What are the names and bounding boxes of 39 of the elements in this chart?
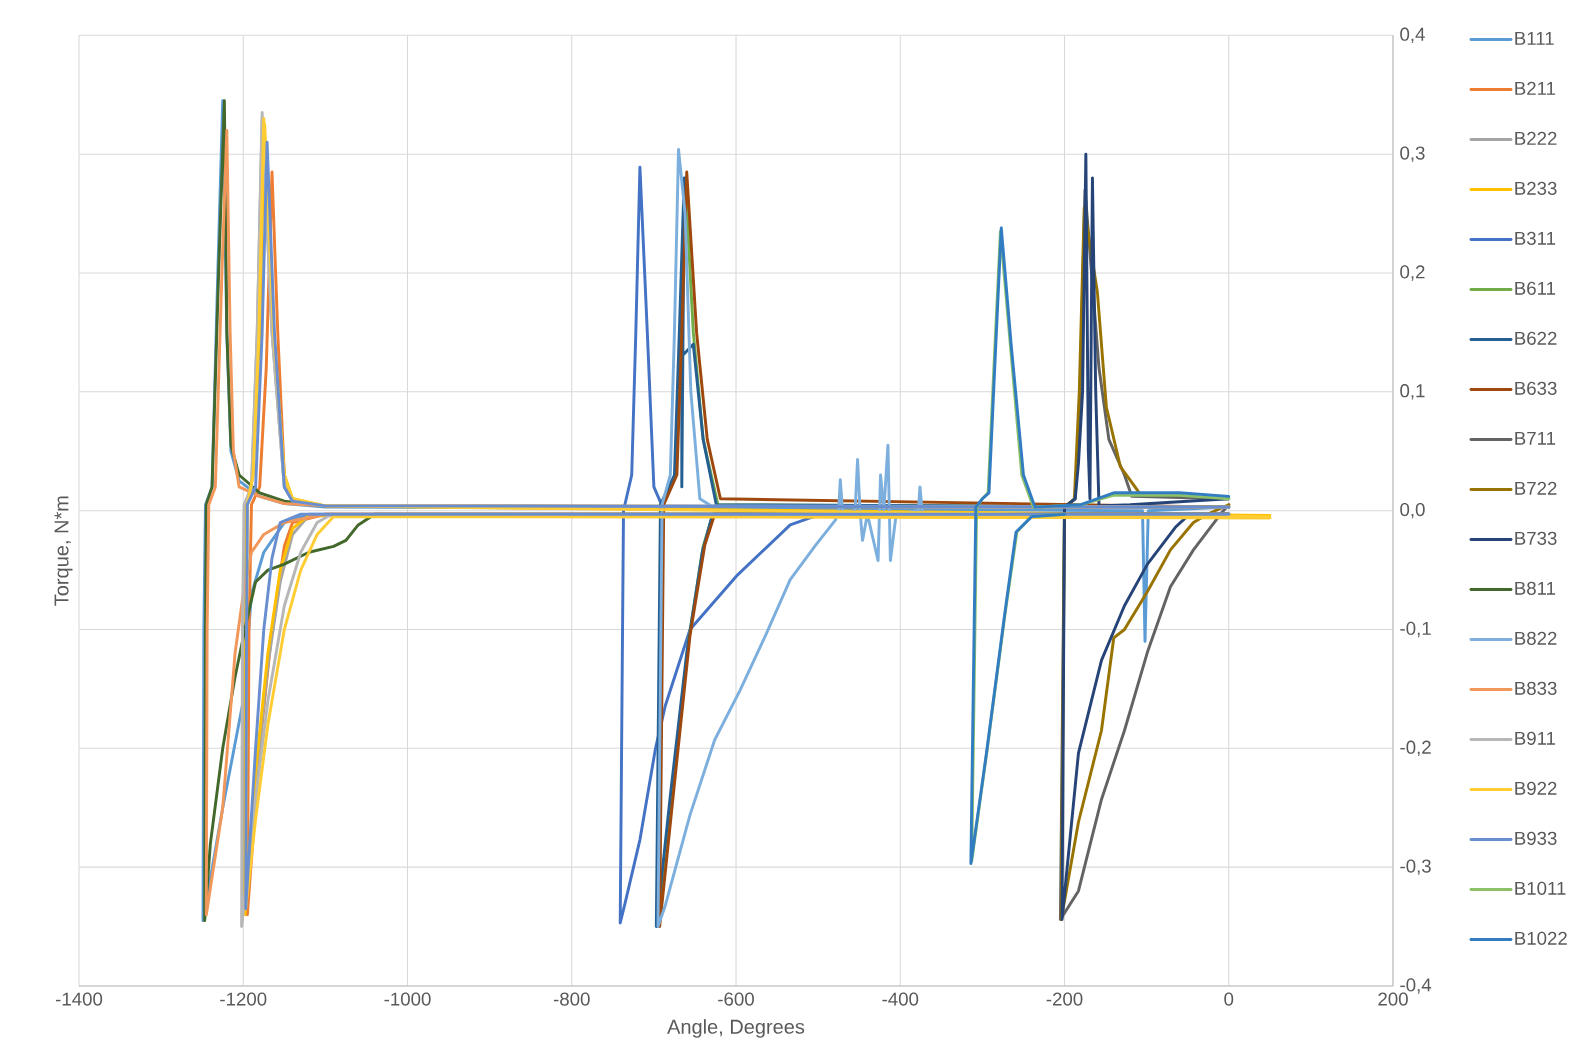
y-tick-label: 0,3 (1400, 146, 1425, 162)
legend-label: B822 (1515, 631, 1557, 645)
x-tick-label: 0 (1224, 992, 1234, 1006)
y-tick-label: -0,2 (1400, 740, 1431, 757)
legend-label: B811 (1515, 581, 1556, 595)
legend-label: B733 (1515, 531, 1557, 545)
y-tick-label: 0,1 (1400, 384, 1425, 400)
x-axis-title: Angle, Degrees (667, 1019, 805, 1038)
legend-label: B222 (1515, 131, 1557, 145)
legend-label: B722 (1515, 481, 1557, 495)
legend-label: B1011 (1515, 881, 1566, 895)
y-tick-label: 0,2 (1400, 265, 1425, 281)
legend-label: B833 (1515, 681, 1557, 695)
legend-label: B633 (1515, 381, 1557, 395)
legend-label: B622 (1515, 331, 1557, 345)
legend-label: B922 (1515, 781, 1557, 795)
x-tick-label: -400 (882, 992, 919, 1006)
x-tick-label: 200 (1378, 992, 1408, 1006)
legend-label: B111 (1515, 31, 1554, 45)
legend-label: B1022 (1515, 931, 1567, 945)
x-tick-label: -1400 (55, 992, 103, 1006)
y-tick-label: -0,1 (1400, 621, 1431, 638)
x-tick-label: -800 (553, 992, 590, 1006)
legend-label: B933 (1515, 831, 1557, 845)
x-tick-label: -1000 (384, 992, 431, 1006)
legend-label: B911 (1515, 731, 1556, 745)
x-tick-label: -1200 (220, 992, 267, 1006)
x-tick-label: -600 (718, 992, 754, 1006)
legend-label: B711 (1515, 431, 1556, 445)
legend-label: B611 (1515, 281, 1556, 295)
legend-label: B311 (1515, 231, 1556, 245)
y-tick-label: -0,3 (1400, 859, 1431, 875)
y-axis-title: Torque, N*m (54, 496, 73, 606)
y-tick-label: 0,4 (1400, 27, 1425, 44)
legend-label: B211 (1515, 81, 1556, 95)
y-tick-label: 0,0 (1400, 502, 1425, 519)
legend-label: B233 (1515, 181, 1557, 195)
y-tick-label: -0,4 (1400, 978, 1432, 994)
x-tick-label: -200 (1046, 992, 1083, 1006)
